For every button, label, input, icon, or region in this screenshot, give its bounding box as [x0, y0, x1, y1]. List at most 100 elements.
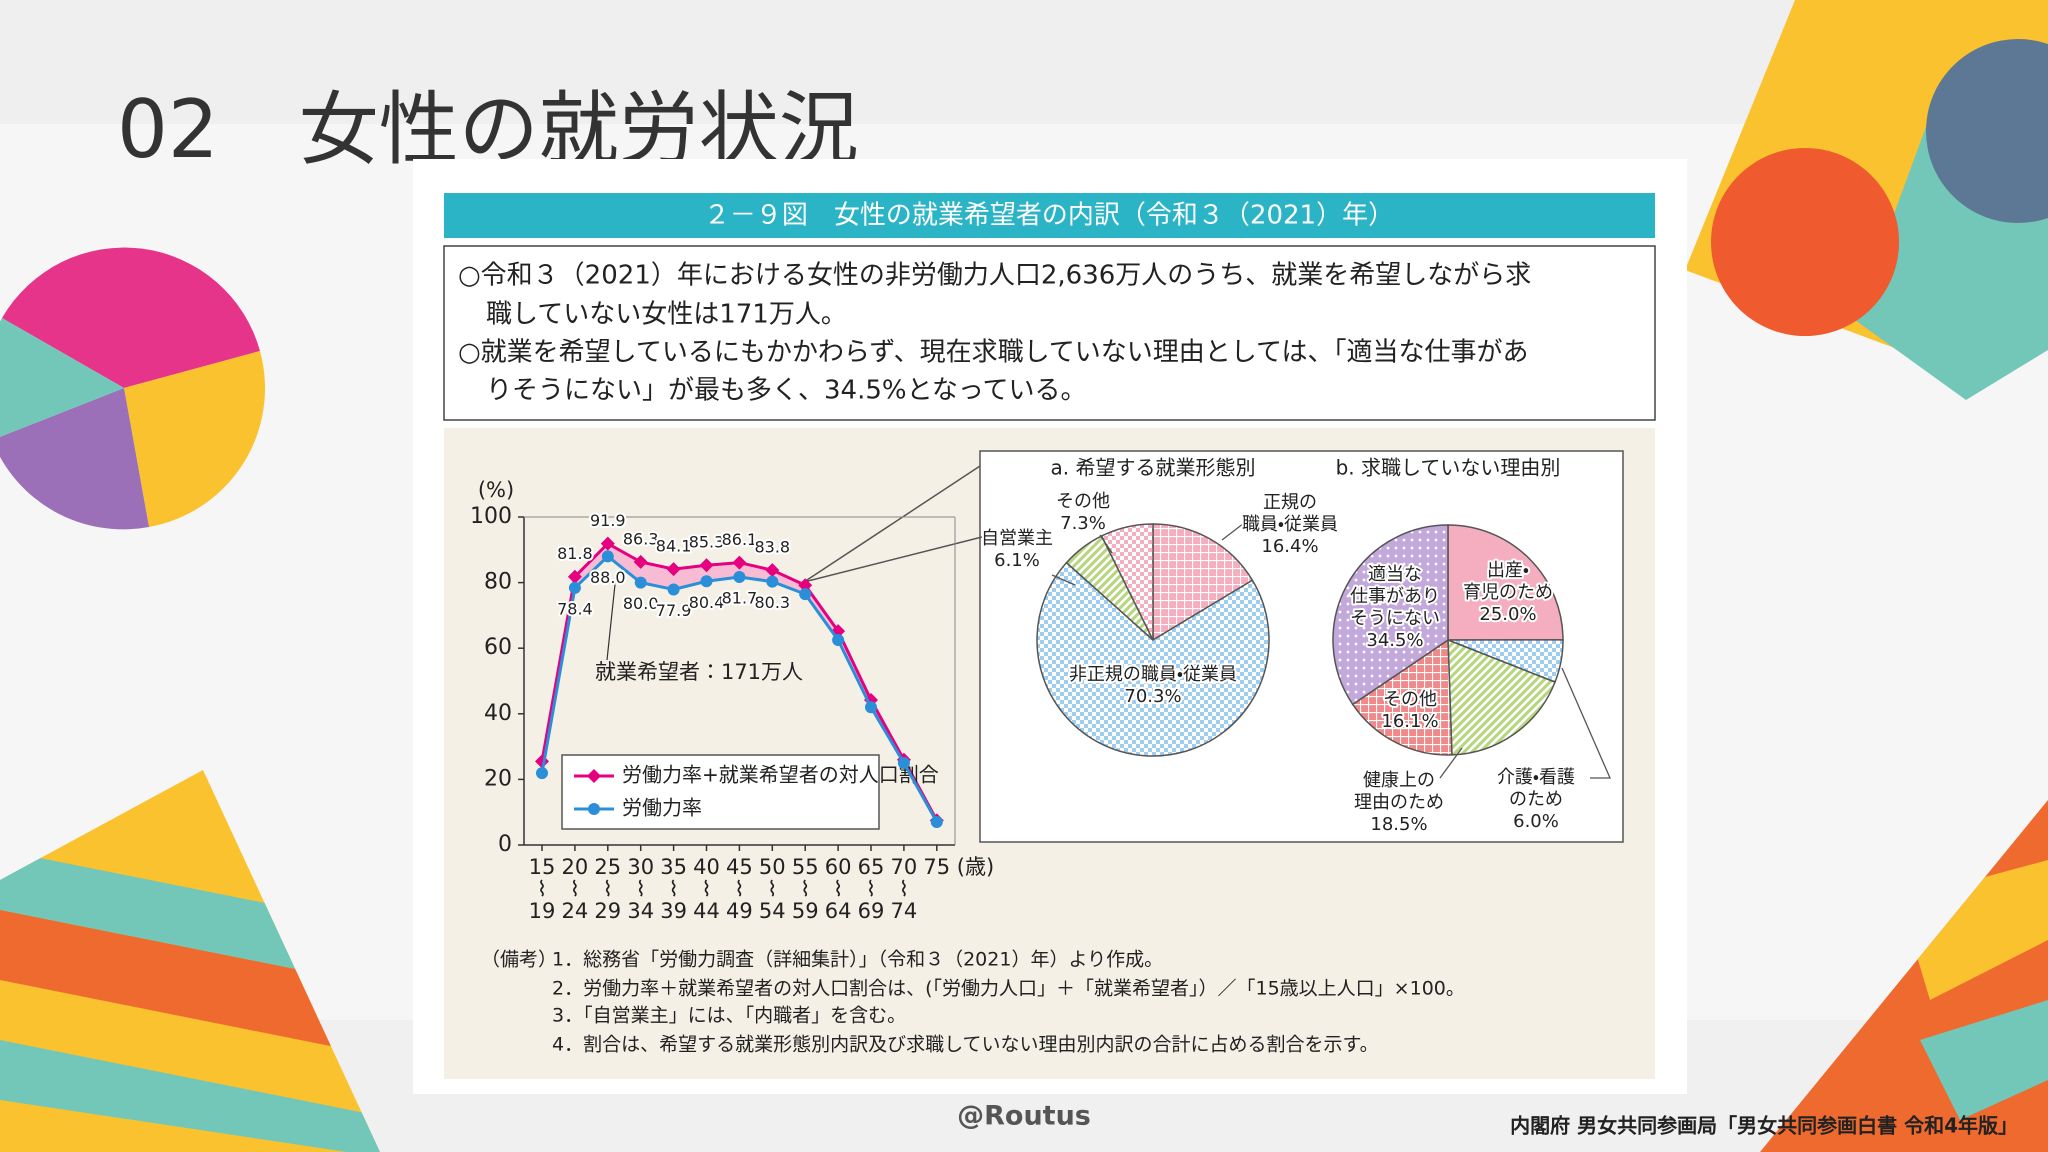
pie-slice [1447, 638, 1556, 756]
point-marker [699, 558, 714, 573]
note: 2．労働力率＋就業希望者の対人口割合は、(「労働力人口」＋「就業希望者」）／「1… [552, 978, 1465, 1000]
value-label: 85.3 [689, 533, 725, 552]
source: 内閣府 男女共同参画局「男女共同参画白書 令和4年版」 [1510, 1114, 2018, 1138]
point-marker [567, 569, 582, 584]
value-label: 80.3 [754, 593, 790, 612]
x-tick-label: 70 ⌇ 74 [891, 855, 918, 923]
value-label: 86.3 [623, 529, 659, 548]
x-tick-label: 65 ⌇ 69 [858, 855, 885, 923]
summary-line: ○令和３（2021）年における女性の非労働力人口2,636万人のうち、就業を希望… [458, 261, 1531, 291]
point-marker [601, 550, 614, 563]
y-tick-label: 0 [498, 832, 512, 857]
legend-marker [587, 769, 601, 783]
pie-slice [1100, 523, 1154, 641]
value-label: 78.4 [557, 599, 593, 618]
y-tick-label: 100 [470, 504, 512, 529]
annotation-leader [606, 574, 617, 661]
slice-label: 適当な仕事がありそうにない [1350, 564, 1440, 629]
legend-box [561, 754, 880, 830]
value-label: 83.8 [754, 538, 790, 557]
value-label: 81.8 [557, 544, 593, 563]
x-tick-label: 40 ⌇ 44 [693, 855, 720, 923]
y-unit: (%) [478, 478, 514, 502]
point-marker [832, 634, 845, 646]
y-tick-label: 20 [484, 766, 512, 791]
value-label: 80.0 [623, 594, 659, 613]
point-marker [633, 554, 648, 569]
value-label: 91.9 [590, 511, 626, 530]
y-tick-label: 40 [484, 701, 512, 726]
top-band [0, 0, 2048, 124]
label-leader [1561, 667, 1611, 779]
point-marker [930, 816, 943, 829]
slice-value-label: 6.1% [994, 550, 1040, 571]
slice-label: 自営業主 [981, 528, 1053, 549]
note: 4．割合は、希望する就業形態別内訳及び求職していない理由別内訳の合計に占める割合… [552, 1034, 1379, 1056]
pie-slice [1447, 524, 1564, 641]
slice-label: その他 [1383, 689, 1437, 710]
x-tick-label: 30 ⌇ 34 [627, 855, 654, 923]
point-marker [600, 536, 615, 551]
point-marker [732, 555, 747, 570]
value-label: 81.7 [722, 589, 758, 608]
value-label: 80.4 [689, 593, 725, 612]
legend-label: 労働力率+就業希望者の対人口割合 [622, 763, 939, 787]
summary-line: りそうにない」が最も多く、34.5%となっている。 [486, 376, 1087, 406]
slice-value-label: 25.0% [1479, 604, 1536, 625]
note: 1．総務省「労働力調査（詳細集計）」（令和３（2021）年）より作成。 [552, 949, 1163, 971]
note: 3．「自営業主」には、「内職者」を含む。 [552, 1005, 906, 1027]
label-leader [1099, 534, 1113, 554]
x-tick-label: 75 [923, 855, 950, 879]
point-marker [798, 578, 813, 593]
legend-marker [588, 803, 600, 815]
x-unit: (歳) [957, 855, 994, 879]
slice-value-label: 16.4% [1261, 536, 1318, 557]
annotation: 就業希望者：171万人 [595, 660, 803, 684]
slice-label: その他 [1056, 491, 1110, 512]
x-tick-label: 60 ⌇ 64 [825, 855, 852, 923]
deco-circle [0, 247, 266, 530]
x-tick-label: 50 ⌇ 54 [759, 855, 786, 923]
point-marker [897, 757, 910, 769]
slice-value-label: 18.5% [1370, 814, 1427, 835]
summary-line: ○就業を希望しているにもかかわらず、現在求職していない理由としては、「適当な仕事… [458, 338, 1529, 368]
x-tick-label: 35 ⌇ 39 [660, 855, 687, 923]
x-tick-label: 45 ⌇ 49 [726, 855, 753, 923]
value-label: 77.9 [656, 601, 692, 620]
point-marker [765, 563, 780, 578]
point-marker [766, 575, 779, 588]
slice-label: 非正規の職員・従業員 [1069, 664, 1237, 685]
slice-value-label: 16.1% [1381, 711, 1438, 732]
label-leader [1439, 747, 1463, 779]
x-tick-label: 15 ⌇ 19 [529, 855, 556, 923]
value-label: 86.1 [722, 530, 758, 549]
point-marker [865, 701, 877, 714]
point-marker [667, 583, 680, 596]
deco-top-right [1685, 0, 2048, 400]
slice-value-label: 34.5% [1366, 630, 1423, 651]
value-label: 88.0 [590, 568, 626, 587]
point-marker [700, 575, 713, 588]
slice-label: 健康上の理由のため [1354, 770, 1444, 813]
point-marker [666, 562, 681, 577]
label-leader [1221, 519, 1249, 541]
pie-title: b. 求職していない理由別 [1336, 456, 1561, 480]
watermark: @Routus [957, 1101, 1091, 1132]
label-leader [1051, 574, 1076, 586]
slice-label: 介護・看護のため [1497, 767, 1575, 810]
pie-title: a. 希望する就業形態別 [1051, 456, 1256, 480]
point-marker [536, 767, 548, 780]
x-tick-label: 55 ⌇ 59 [792, 855, 819, 923]
slice-value-label: 70.3% [1124, 686, 1181, 707]
slice-label: 出産・育児のため [1463, 560, 1553, 603]
figure-title: ２－９図 女性の就業希望者の内訳（令和３（2021）年） [704, 201, 1394, 231]
pie-slice [1036, 561, 1270, 757]
notes-label: （備考） [481, 949, 557, 971]
y-tick-label: 60 [484, 635, 512, 660]
slice-value-label: 7.3% [1060, 513, 1106, 534]
point-marker [568, 581, 581, 594]
summary-box [443, 245, 1656, 421]
deco-triangle [0, 770, 380, 1152]
slice-value-label: 6.0% [1513, 811, 1559, 832]
